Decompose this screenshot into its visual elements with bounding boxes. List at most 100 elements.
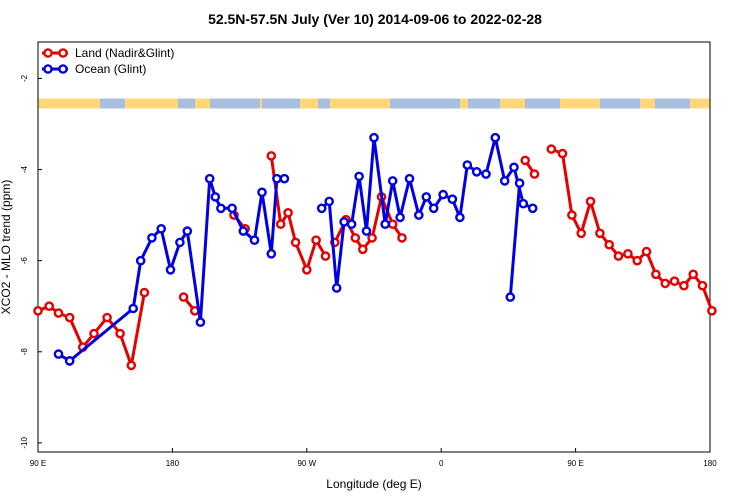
y-tick-label: -6 [20,257,29,265]
series-layer [33,132,717,371]
series-ocean-glint [53,132,538,366]
data-point [275,219,286,229]
x-tick-label: 180 [703,459,717,468]
data-point [53,349,64,359]
x-tick-label: 90 E [30,459,46,468]
data-point [249,235,260,245]
data-point [204,173,215,184]
ocean-strip-segment [178,98,195,109]
data-point [529,169,540,179]
legend: Land (Nadir&Glint) Ocean (Glint) [42,46,174,76]
data-point [613,251,624,261]
data-point [481,169,491,179]
data-point [438,189,448,200]
data-point [428,203,439,214]
series-line [320,136,534,290]
data-point [320,251,331,261]
data-point [380,219,391,229]
data-point [33,305,43,316]
data-point [128,303,138,314]
ocean-strip-segment [525,98,560,109]
data-point [462,160,473,170]
data-point [64,312,75,323]
data-point [53,308,64,318]
x-tick-label: 90 W [297,459,316,468]
data-point [266,151,277,161]
data-point [44,301,55,312]
data-point [283,207,293,218]
data-point [520,155,531,166]
data-point [367,233,377,243]
data-point [595,228,605,239]
data-point [350,233,361,243]
data-point [238,226,249,236]
data-point [518,198,529,209]
data-point [604,239,615,250]
data-point [471,166,482,177]
data-point [499,176,510,186]
data-point [514,178,525,188]
y-tick-label: -4 [20,165,29,173]
data-point [115,328,125,339]
data-point [126,360,137,371]
legend-marker [43,64,53,74]
data-point [279,173,290,184]
data-point [404,173,415,184]
data-point [165,264,176,275]
legend-marker [43,48,53,58]
data-point [64,356,75,366]
data-point [89,328,99,339]
data-point [395,212,405,223]
ocean-strip-segment [468,98,500,109]
data-point [227,203,237,214]
data-point [331,283,342,293]
legend-marker [58,48,68,58]
data-point [397,233,407,243]
data-point [490,132,501,143]
legend-label: Land (Nadir&Glint) [75,46,174,60]
y-tick-label: -2 [20,74,29,82]
data-point [156,223,166,234]
data-point [346,219,357,229]
data-point [387,176,398,186]
data-point [679,280,689,291]
data-point [660,278,671,289]
data-point [651,269,661,280]
data-point [316,203,327,214]
data-point [707,305,717,316]
data-point [210,192,221,202]
x-tick-label: 0 [439,459,444,468]
ocean-strip-segment [600,98,640,109]
data-point [576,228,587,239]
y-axis-label: XCO2 - MLO trend (ppm) [0,180,13,315]
x-tick-label: 90 E [567,459,583,468]
data-point [697,280,708,291]
data-point [509,162,519,173]
ocean-strip-segment [655,98,690,109]
data-point [139,287,150,298]
chart-title: 52.5N-57.5N July (Ver 10) 2014-09-06 to … [208,11,542,27]
data-point [195,317,206,328]
data-point [354,171,364,182]
data-point [641,246,652,257]
x-axis-label: Longitude (deg E) [326,477,421,491]
data-point [301,264,312,275]
ocean-strip-segment [262,98,300,109]
land-mask-strip [38,98,710,109]
data-point [324,196,335,207]
data-point [688,269,699,280]
data-point [357,244,368,255]
data-point [102,312,112,323]
land-strip-base [38,98,710,109]
data-point [135,255,146,266]
data-point [527,203,538,214]
x-tick-label: 180 [166,459,180,468]
y-tick-label: -10 [20,437,29,449]
data-point [632,255,643,266]
data-point [585,196,596,207]
data-point [290,237,301,248]
data-point [369,132,379,143]
data-point [147,233,157,243]
plot-frame [37,41,711,453]
